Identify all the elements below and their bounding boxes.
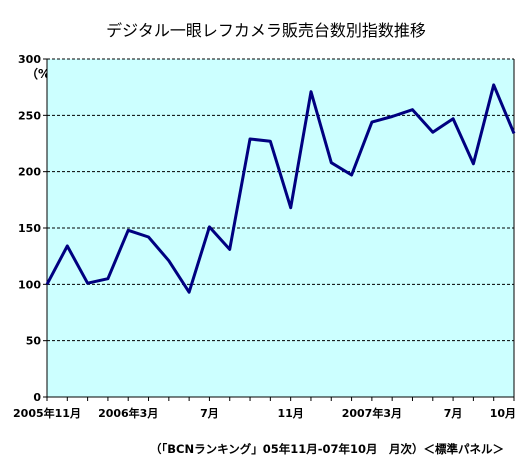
series-line	[45, 83, 516, 294]
chart-title: デジタル一眼レフカメラ販売台数別指数推移	[106, 21, 426, 40]
x-tick-label: 2005年11月	[13, 406, 81, 420]
x-tick-label: 10月	[490, 407, 516, 420]
x-tick-label: 11月	[277, 407, 303, 420]
grid-lines	[43, 58, 514, 398]
y-tick-labels: 0 50 100 150 200 250 300	[18, 53, 41, 404]
y-tick-label: 100	[18, 278, 41, 291]
x-tick-label: 7月	[200, 407, 219, 420]
x-tick-labels: 2005年11月 2006年3月 7月 11月 2007年3月 7月 10月	[13, 406, 516, 420]
x-tick-label: 2006年3月	[98, 406, 158, 420]
x-tick-label: 7月	[444, 407, 463, 420]
axes	[46, 59, 515, 401]
x-tick-label: 2007年3月	[342, 406, 402, 420]
y-tick-label: 250	[18, 109, 41, 122]
y-tick-label: 200	[18, 166, 41, 179]
y-tick-label: 300	[18, 53, 41, 66]
y-tick-label: 150	[18, 222, 41, 235]
y-tick-label: 0	[33, 391, 41, 404]
chart-footer-note: （「BCNランキング」05年11月-07年10月 月次）＜標準パネル＞	[150, 442, 505, 456]
y-tick-label: 50	[26, 335, 42, 348]
